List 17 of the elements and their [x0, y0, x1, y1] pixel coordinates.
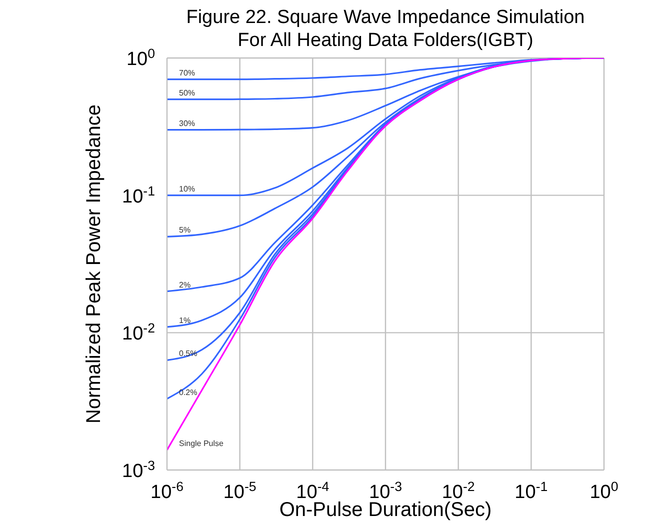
series-label: 10%	[179, 184, 196, 194]
chart-title: Figure 22. Square Wave Impedance Simulation For All Heating Data Folders(IGBT)	[186, 7, 585, 51]
x-tick-label: 10$^{-5}$	[223, 478, 256, 503]
x-tick-label: 10$^{-1}$	[514, 478, 548, 503]
series-label: 70%	[179, 68, 196, 78]
series-label: Single Pulse	[179, 438, 224, 448]
x-tick-label: 10$^{0}$	[590, 478, 618, 503]
y-tick-label: 10$^{-1}$	[122, 182, 155, 208]
y-tick-label: 10$^{0}$	[126, 46, 155, 70]
series-label: 2%	[179, 280, 191, 290]
y-axis-title: Normalized Peak Power Impedance	[83, 104, 105, 424]
series-label: 0.2%	[179, 388, 198, 397]
series-label: 1%	[179, 316, 191, 325]
y-tick-label: 10$^{-2}$	[122, 320, 155, 345]
series-label: 30%	[179, 118, 196, 128]
series-label: 50%	[179, 88, 196, 98]
series-label: 5%	[179, 226, 191, 235]
